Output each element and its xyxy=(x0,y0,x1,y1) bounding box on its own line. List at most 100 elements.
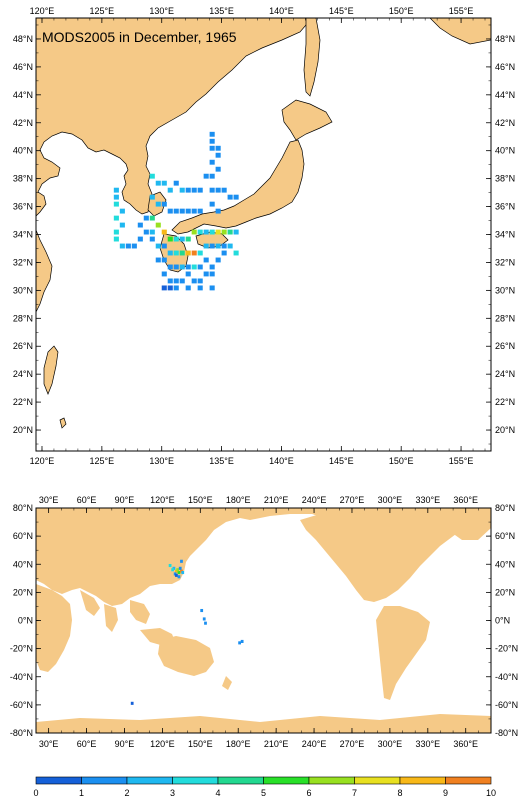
data-cell xyxy=(113,194,119,200)
bottom-lon-tick-label: 130°E xyxy=(149,456,174,466)
data-cell xyxy=(215,166,221,172)
global-top-lon-label: 150°E xyxy=(188,495,213,505)
data-cell xyxy=(161,285,167,291)
data-cell xyxy=(209,243,215,249)
observation-density-cells xyxy=(113,131,239,291)
global-bottom-lon-label: 300°E xyxy=(378,739,403,749)
data-cell xyxy=(143,215,149,221)
top-lon-tick-label: 140°E xyxy=(269,6,294,16)
colorbar-swatch xyxy=(217,776,264,785)
right-lat-tick-label: 26°N xyxy=(495,341,515,351)
data-cell xyxy=(203,229,209,235)
left-lat-tick-label: 36°N xyxy=(13,202,33,212)
data-cell xyxy=(227,243,233,249)
data-cell xyxy=(167,236,173,242)
global-top-lon-label: 90°E xyxy=(115,495,135,505)
data-cell xyxy=(221,187,227,193)
data-cell xyxy=(209,285,215,291)
global-bottom-lon-label: 150°E xyxy=(188,739,213,749)
left-lat-tick-label: 26°N xyxy=(13,341,33,351)
data-cell xyxy=(173,236,179,242)
global-left-lat-label: 20°N xyxy=(13,587,33,597)
data-cell xyxy=(197,229,203,235)
data-cell xyxy=(209,271,215,277)
left-lat-tick-label: 42°N xyxy=(13,118,33,128)
data-cell xyxy=(167,208,173,214)
data-cell xyxy=(191,250,197,256)
data-cell xyxy=(209,145,215,151)
data-cell xyxy=(191,278,197,284)
right-lat-tick-label: 40°N xyxy=(495,146,515,156)
right-lat-tick-label: 32°N xyxy=(495,257,515,267)
global-data-cell xyxy=(175,573,178,577)
data-cell xyxy=(203,271,209,277)
colorbar-swatch xyxy=(354,776,401,785)
global-data-cell xyxy=(130,701,134,705)
left-lat-tick-label: 40°N xyxy=(13,146,33,156)
left-lat-tick-label: 28°N xyxy=(13,313,33,323)
global-top-lon-label: 210°E xyxy=(264,495,289,505)
bottom-lon-tick-label: 125°E xyxy=(90,456,115,466)
data-cell xyxy=(209,173,215,179)
global-map: 30°E 30°E 60°E 60°E 90°E 90°E 120°E 120°E 150°E 1… xyxy=(10,495,518,749)
right-lat-tick-label: 24°N xyxy=(495,369,515,379)
global-data-cell xyxy=(178,566,182,570)
left-lat-tick-label: 46°N xyxy=(13,62,33,72)
data-cell xyxy=(173,278,179,284)
global-right-lat-label: -60°N xyxy=(495,700,518,710)
global-land-masses xyxy=(36,508,491,733)
global-right-lat-label: 0°N xyxy=(495,616,510,626)
data-cell xyxy=(137,222,143,228)
data-cell xyxy=(227,194,233,200)
data-cell xyxy=(197,264,203,270)
right-lat-tick-label: 42°N xyxy=(495,118,515,128)
data-cell xyxy=(209,138,215,144)
data-cell xyxy=(155,257,161,263)
global-data-cell xyxy=(202,617,206,621)
top-lon-tick-label: 130°E xyxy=(149,6,174,16)
top-lon-tick-label: 150°E xyxy=(389,6,414,16)
colorbar-label: 2 xyxy=(124,788,129,798)
data-cell xyxy=(113,215,119,221)
right-lat-tick-label: 38°N xyxy=(495,174,515,184)
global-data-cell xyxy=(240,639,244,643)
data-cell xyxy=(179,208,185,214)
data-cell xyxy=(155,180,161,186)
top-lon-tick-label: 155°E xyxy=(449,6,474,16)
left-lat-tick-label: 34°N xyxy=(13,230,33,240)
data-cell xyxy=(155,243,161,249)
global-data-cell xyxy=(177,575,181,579)
right-lat-tick-label: 20°N xyxy=(495,425,515,435)
left-lat-tick-label: 24°N xyxy=(13,369,33,379)
right-lat-tick-label: 36°N xyxy=(495,202,515,212)
global-right-lat-label: 60°N xyxy=(495,531,515,541)
global-bottom-lon-label: 90°E xyxy=(115,739,135,749)
colorbar-swatch xyxy=(308,776,355,785)
data-cell xyxy=(155,201,161,207)
data-cell xyxy=(161,180,167,186)
global-top-lon-label: 300°E xyxy=(378,495,403,505)
data-cell xyxy=(215,152,221,158)
global-top-lon-label: 60°E xyxy=(77,495,97,505)
data-cell xyxy=(179,187,185,193)
left-lat-tick-label: 38°N xyxy=(13,174,33,184)
global-top-lon-label: 30°E xyxy=(39,495,59,505)
data-cell xyxy=(215,187,221,193)
left-lat-tick-label: 32°N xyxy=(13,257,33,267)
data-cell xyxy=(179,250,185,256)
global-top-lon-label: 330°E xyxy=(415,495,440,505)
data-cell xyxy=(161,271,167,277)
data-cell xyxy=(149,194,155,200)
global-right-lat-label: -80°N xyxy=(495,728,518,738)
data-cell xyxy=(167,250,173,256)
colorbar-label: 6 xyxy=(306,788,311,798)
data-cell xyxy=(209,159,215,165)
data-cell xyxy=(167,264,173,270)
data-cell xyxy=(167,285,173,291)
global-data-cell xyxy=(171,568,175,572)
left-lat-tick-label: 44°N xyxy=(13,90,33,100)
global-top-lon-label: 120°E xyxy=(150,495,175,505)
global-bottom-lon-label: 210°E xyxy=(264,739,289,749)
data-cell xyxy=(119,222,125,228)
data-cell xyxy=(179,236,185,242)
